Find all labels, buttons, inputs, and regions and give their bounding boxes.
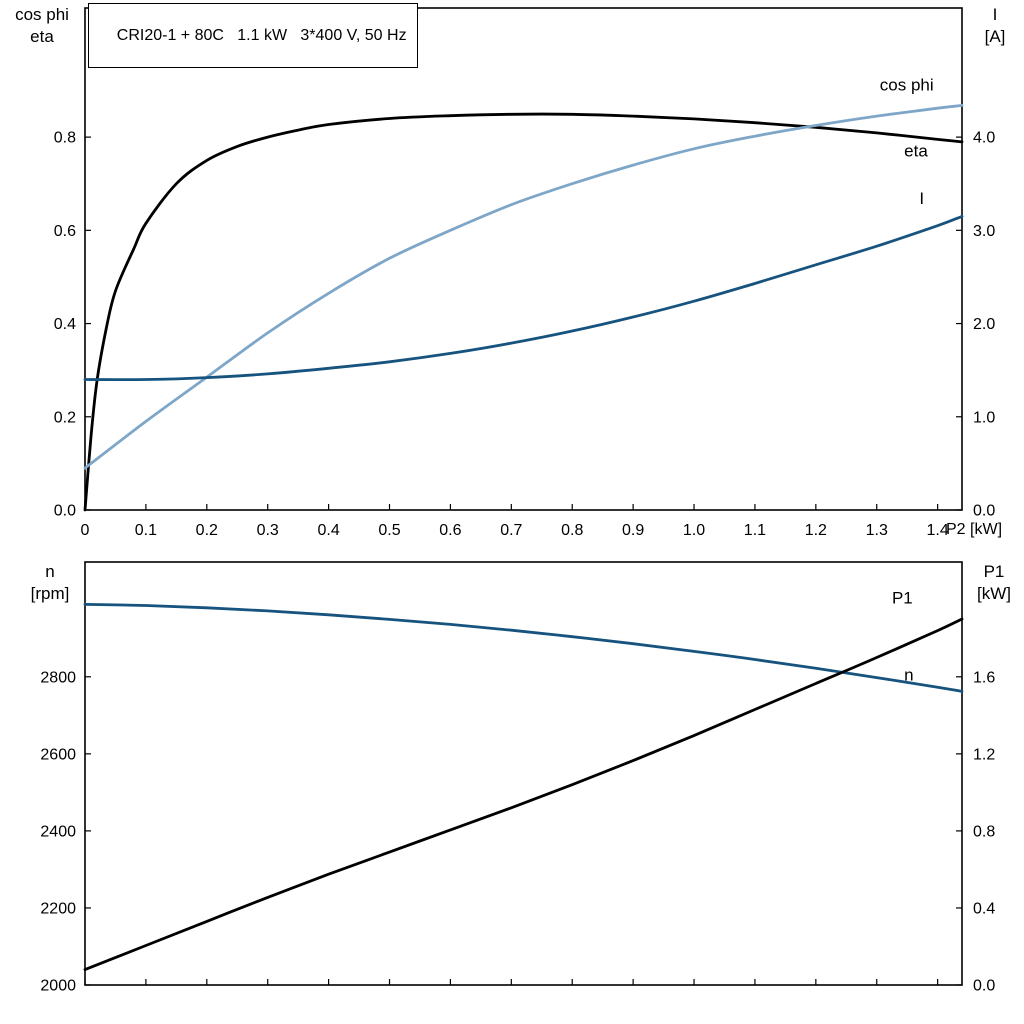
right-axis-title-current: I — [992, 5, 998, 24]
chart-title: CRI20-1 + 80C 1.1 kW 3*400 V, 50 Hz — [116, 27, 407, 44]
right-tick-label: 0.8 — [973, 823, 995, 840]
x-tick-label: 1.1 — [744, 522, 766, 539]
curve-label-i: I — [919, 189, 924, 208]
left-tick-label: 2600 — [40, 746, 76, 763]
left-tick-label: 0.6 — [54, 223, 76, 240]
x-tick-label: 1.4 — [927, 522, 949, 539]
right-tick-label: 1.2 — [973, 746, 995, 763]
curve-label-cos-phi: cos phi — [880, 76, 934, 95]
left-axis-title-unit-rpm: [rpm] — [30, 584, 70, 603]
bottom-left-axis-title: n [rpm] — [18, 561, 82, 605]
right-tick-label: 0.0 — [973, 503, 995, 520]
right-tick-label: 2.0 — [973, 316, 995, 333]
x-tick-label: 0.7 — [500, 522, 522, 539]
right-tick-label: 0.4 — [973, 900, 995, 917]
x-tick-label: 0.6 — [439, 522, 461, 539]
x-tick-label: 0.9 — [622, 522, 644, 539]
x-tick-label: 1.3 — [866, 522, 888, 539]
top-right-axis-title: I [A] — [970, 4, 1020, 48]
left-axis-title-cos-phi: cos phi — [15, 5, 69, 24]
right-tick-label: 1.6 — [973, 669, 995, 686]
plot-border — [84, 561, 963, 986]
curve-label-p1: P1 — [892, 589, 913, 608]
x-tick-label: 0.5 — [378, 522, 400, 539]
left-tick-label: 2400 — [40, 823, 76, 840]
curve-i — [83, 215, 964, 382]
right-axis-title-unit-amps: [A] — [984, 27, 1006, 46]
x-tick-label: 0.8 — [561, 522, 583, 539]
x-tick-label: 0 — [81, 522, 90, 539]
right-axis-title-unit-kw: [kW] — [977, 584, 1011, 603]
right-tick-label: 1.0 — [973, 409, 995, 426]
left-axis-title-eta: eta — [30, 27, 54, 46]
left-axis-title-speed: n — [45, 562, 55, 581]
right-axis-title-p1: P1 — [983, 562, 1005, 581]
x-tick-label: 0.2 — [196, 522, 218, 539]
left-tick-label: 0.0 — [54, 503, 76, 520]
left-tick-label: 2000 — [40, 978, 76, 995]
x-tick-label: 0.4 — [317, 522, 339, 539]
curve-eta — [83, 112, 964, 512]
x-axis-label-p2: P2 [kW] — [946, 521, 1003, 538]
top-left-axis-title: cos phi eta — [2, 4, 82, 48]
plot-border — [84, 7, 963, 511]
x-tick-label: 1.0 — [683, 522, 705, 539]
left-tick-label: 2800 — [40, 669, 76, 686]
left-tick-label: 2200 — [40, 900, 76, 917]
right-tick-label: 4.0 — [973, 130, 995, 147]
x-tick-label: 0.3 — [257, 522, 279, 539]
curve-p1 — [83, 617, 964, 971]
bottom-right-axis-title: P1 [kW] — [966, 561, 1022, 605]
left-tick-label: 0.2 — [54, 409, 76, 426]
right-tick-label: 3.0 — [973, 223, 995, 240]
left-tick-label: 0.8 — [54, 130, 76, 147]
curve-label-n: n — [904, 666, 913, 685]
curve-cos-phi — [83, 104, 964, 470]
chart-title-box: CRI20-1 + 80C 1.1 kW 3*400 V, 50 Hz — [88, 3, 418, 68]
right-tick-label: 0.0 — [973, 978, 995, 995]
x-tick-label: 1.2 — [805, 522, 827, 539]
curve-n — [83, 603, 964, 693]
curve-label-eta: eta — [904, 142, 928, 161]
left-tick-label: 0.4 — [54, 316, 76, 333]
x-tick-label: 0.1 — [135, 522, 157, 539]
